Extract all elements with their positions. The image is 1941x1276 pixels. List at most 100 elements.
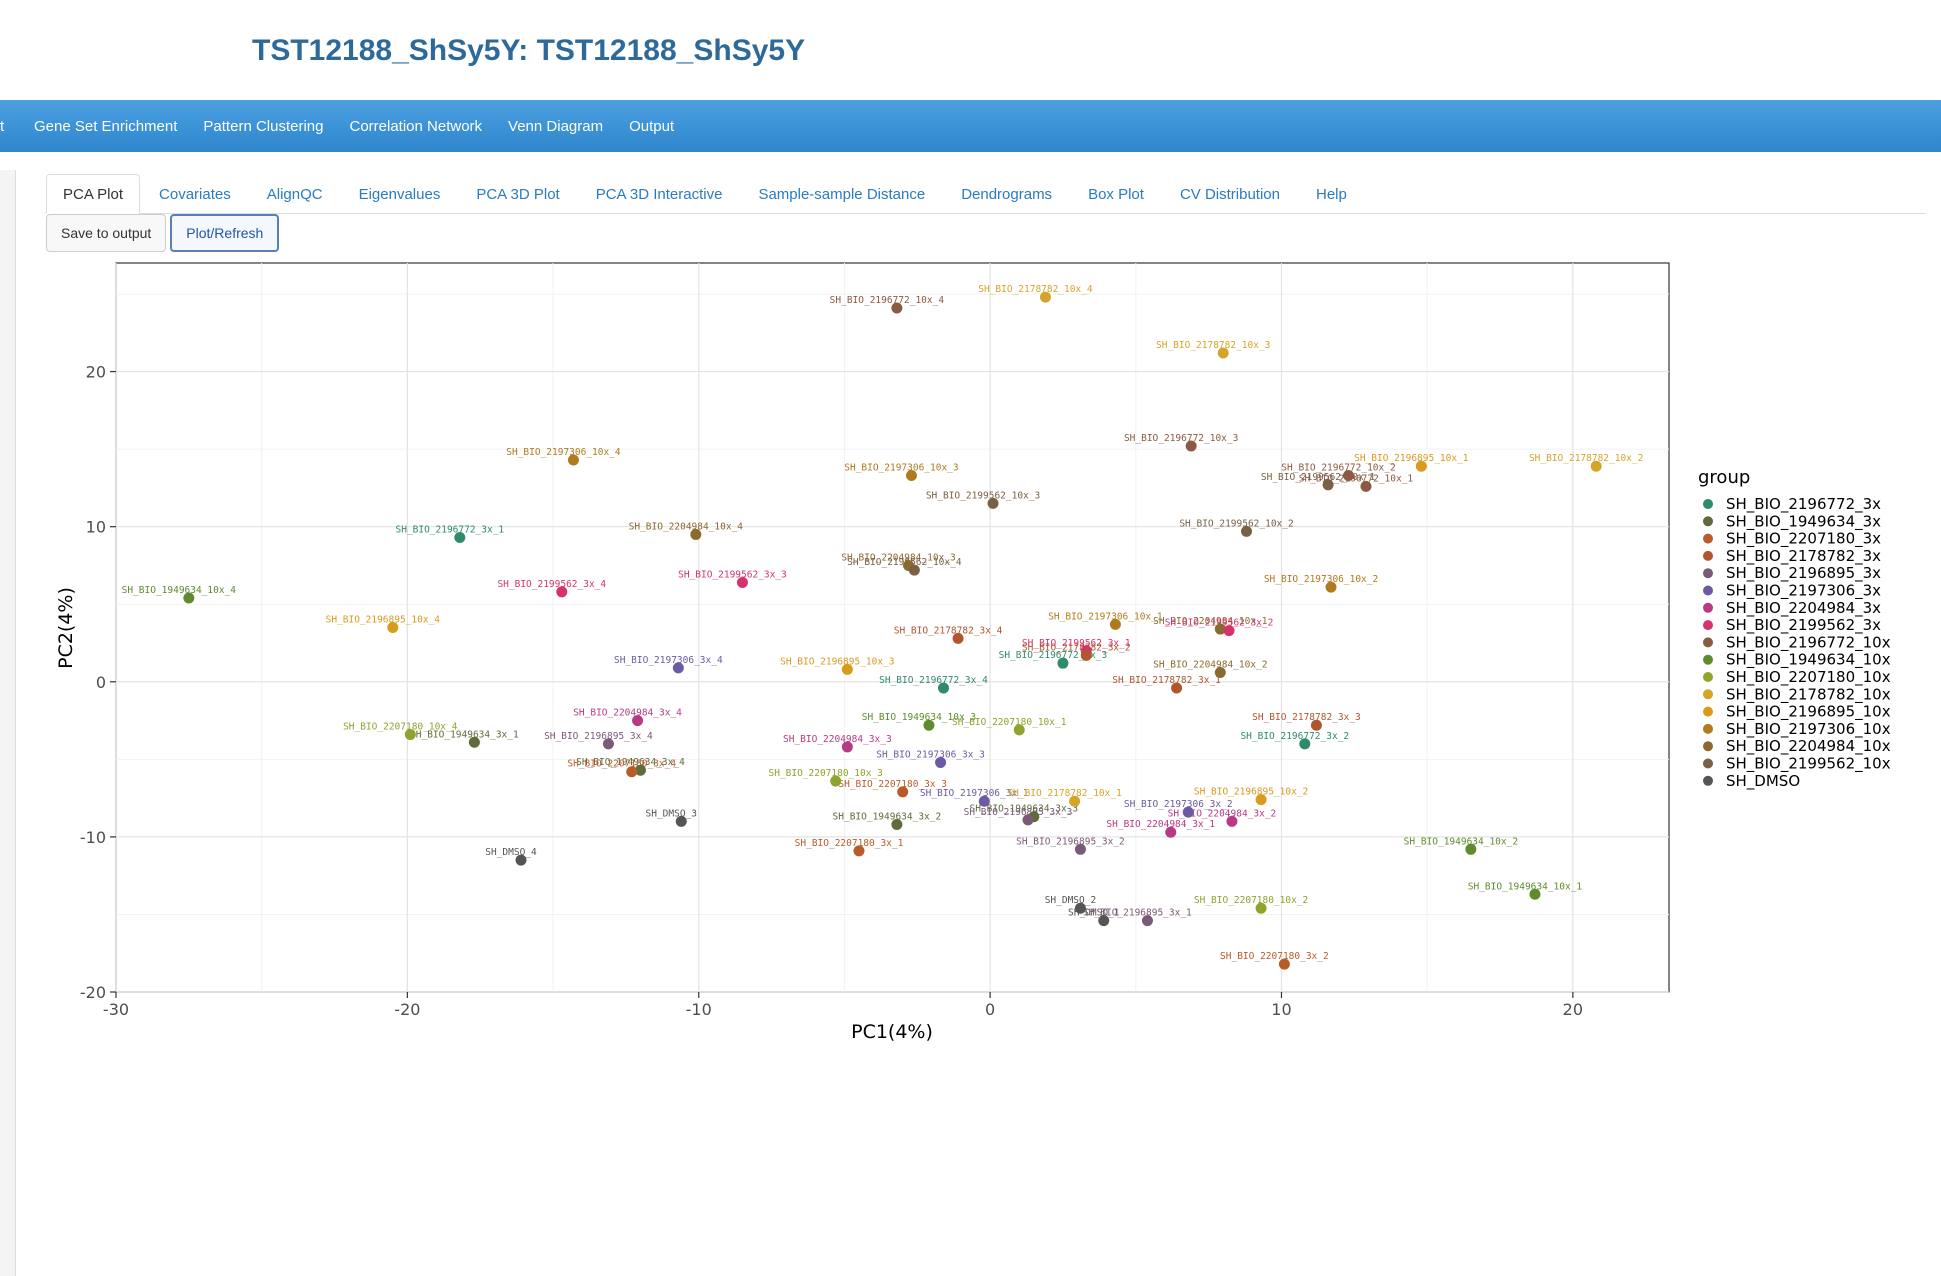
point-label: SH_BIO_2197306_10x_2: [1264, 574, 1378, 585]
legend-entry: SH_BIO_2196895_10x: [1726, 703, 1891, 722]
point-label: SH_BIO_2197306_3x_4: [614, 655, 723, 666]
legend-swatch: [1703, 568, 1713, 579]
point-label: SH_BIO_2207180_10x_3: [768, 768, 882, 779]
point-label: SH_BIO_2196772_3x_4: [879, 675, 988, 686]
point-label: SH_BIO_2196895_3x_4: [544, 731, 653, 742]
point-label: SH_BIO_2199562_10x_1: [1261, 472, 1376, 483]
point-label: SH_BIO_2204984_3x_1: [1106, 819, 1215, 830]
data-point: [1080, 649, 1092, 661]
point-label: SH_BIO_2204984_3x_2: [1168, 808, 1277, 819]
data-point: [978, 795, 990, 807]
point-label: SH_DMSO_3: [646, 808, 697, 819]
legend-entry: SH_BIO_2207180_10x: [1726, 668, 1891, 687]
point-label: SH_BIO_2204984_10x_1: [1153, 616, 1268, 627]
data-point: [1074, 843, 1086, 855]
legend-swatch: [1703, 620, 1713, 631]
data-point: [897, 786, 909, 798]
data-point: [1255, 902, 1267, 914]
tab-sample-sample-distance[interactable]: Sample-sample Distance: [758, 186, 926, 203]
tab-pca-plot[interactable]: PCA Plot: [46, 174, 141, 214]
tab-pca-3d-interactive[interactable]: PCA 3D Interactive: [595, 186, 723, 203]
point-label: SH_DMSO_2: [1045, 895, 1096, 906]
legend-entry: SH_BIO_1949634_3x: [1726, 512, 1881, 531]
legend-swatch: [1703, 602, 1713, 613]
point-label: SH_BIO_2199562_3x_4: [497, 579, 606, 590]
data-point: [387, 622, 399, 633]
tab-box-plot[interactable]: Box Plot: [1088, 186, 1144, 203]
point-label: SH_BIO_2196772_10x_4: [830, 295, 945, 306]
data-point: [1013, 724, 1025, 736]
legend-entry: SH_BIO_2199562_10x: [1726, 755, 1891, 774]
data-point: [404, 729, 416, 741]
qc-tabs: PCA Plot Covariates AlignQC Eigenvalues …: [46, 171, 1926, 214]
data-point: [675, 815, 687, 827]
legend-entry: SH_BIO_2197306_10x: [1726, 720, 1891, 739]
point-label: SH_BIO_1949634_10x_3: [862, 712, 976, 723]
data-point: [1214, 623, 1226, 635]
x-tick-label: -10: [686, 1000, 712, 1019]
data-point: [987, 497, 999, 509]
point-label: SH_BIO_2207180_10x_1: [952, 717, 1067, 728]
data-point: [515, 854, 527, 866]
data-point: [891, 302, 903, 314]
data-point: [841, 741, 853, 753]
point-label: SH_BIO_1949634_10x_4: [122, 585, 237, 596]
data-point: [1322, 479, 1334, 491]
legend-swatch: [1703, 550, 1713, 561]
save-to-output-button[interactable]: Save to output: [46, 214, 167, 252]
data-point: [672, 662, 684, 674]
point-label: SH_BIO_2199562_3x_3: [678, 570, 787, 581]
grid-lines: [115, 263, 1669, 993]
legend-swatch: [1703, 672, 1713, 682]
data-point: [1039, 291, 1051, 303]
legend-swatch: [1703, 706, 1713, 717]
point-label: SH_BIO_2197306_3x_1: [920, 788, 1029, 799]
tab-pca-3d-plot[interactable]: PCA 3D Plot: [476, 186, 560, 203]
legend-entry: SH_BIO_2196772_3x: [1726, 495, 1881, 514]
nav-item-venn-diagram[interactable]: Venn Diagram: [508, 117, 604, 135]
legend-entry: SH_DMSO: [1726, 772, 1800, 791]
tab-eigenvalues[interactable]: Eigenvalues: [358, 186, 441, 203]
data-point: [923, 719, 935, 731]
x-tick-label: 0: [985, 1000, 995, 1019]
legend-title: group: [1698, 467, 1750, 488]
legend-entry: SH_BIO_2204984_3x: [1726, 599, 1881, 618]
x-tick-label: -20: [394, 1000, 420, 1019]
legend-entry: SH_BIO_2178782_3x: [1726, 547, 1881, 566]
data-point: [1590, 460, 1602, 472]
data-point: [1223, 625, 1235, 637]
top-navbar: t Gene Set Enrichment Pattern Clustering…: [0, 100, 1941, 152]
plot-refresh-button[interactable]: Plot/Refresh: [170, 214, 280, 252]
nav-item-gene-set-enrichment[interactable]: Gene Set Enrichment: [34, 117, 178, 135]
data-point: [1109, 618, 1121, 630]
tab-dendrograms[interactable]: Dendrograms: [961, 186, 1053, 203]
data-point: [632, 715, 644, 727]
data-point: [1278, 958, 1290, 970]
tab-alignqc[interactable]: AlignQC: [266, 186, 323, 203]
data-point: [1214, 666, 1226, 678]
data-point: [841, 663, 853, 675]
point-label: SH_BIO_2207180_3x_2: [1220, 951, 1329, 962]
legend-swatch: [1703, 758, 1713, 769]
x-tick-label: 10: [1271, 1000, 1291, 1019]
tab-help[interactable]: Help: [1315, 186, 1347, 203]
nav-item-pattern-clustering[interactable]: Pattern Clustering: [203, 117, 324, 135]
legend: group SH_BIO_2196772_3xSH_BIO_1949634_3x…: [1698, 467, 1891, 791]
point-label: SH_BIO_2204984_3x_3: [783, 734, 892, 745]
tab-cv-distribution[interactable]: CV Distribution: [1179, 186, 1280, 203]
nav-item-truncated[interactable]: t: [0, 117, 5, 135]
tab-covariates[interactable]: Covariates: [159, 186, 231, 203]
legend-swatch: [1703, 775, 1713, 786]
data-point: [556, 586, 568, 598]
data-point: [1171, 682, 1183, 694]
nav-item-output[interactable]: Output: [629, 117, 675, 135]
data-point: [567, 454, 579, 466]
data-points: [183, 291, 1602, 970]
data-point: [736, 577, 748, 589]
point-label: SH_BIO_1949634_3x_3: [969, 804, 1078, 815]
point-label: SH_BIO_2197306_10x_3: [844, 462, 958, 473]
point-label: SH_BIO_2196895_3x_2: [1016, 836, 1125, 847]
legend-swatch: [1703, 741, 1713, 752]
nav-item-correlation-network[interactable]: Correlation Network: [349, 117, 483, 135]
data-point: [937, 682, 949, 694]
